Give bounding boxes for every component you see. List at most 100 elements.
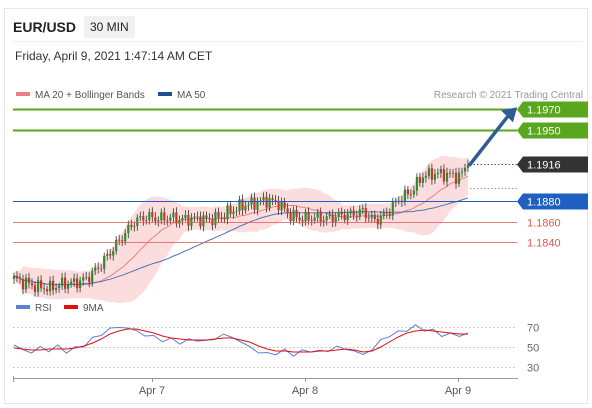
candle (52, 275, 55, 296)
timeframe-badge[interactable]: 30 MIN (84, 16, 135, 38)
candle (46, 285, 49, 296)
candle-body (238, 199, 241, 211)
candle-body (187, 215, 190, 226)
candle (24, 274, 28, 293)
candle (439, 165, 442, 178)
candle (364, 203, 367, 223)
candle (373, 210, 376, 223)
level-tag (517, 122, 588, 139)
candle (445, 167, 449, 187)
candle-body (202, 215, 205, 227)
rsi-ma-line (13, 328, 468, 353)
candle (301, 215, 304, 227)
candle-body (160, 212, 163, 221)
candle-body (289, 213, 292, 221)
rsi-tick-label: 30 (527, 363, 539, 375)
rsi-line (13, 324, 469, 357)
candle-body (130, 224, 133, 227)
candle (100, 264, 103, 272)
candle-body (43, 288, 46, 290)
candle-body (121, 240, 124, 242)
candle (151, 207, 154, 222)
candle (325, 212, 328, 226)
candle-body (157, 220, 160, 222)
candle (451, 169, 455, 178)
x-tick-label: Apr 9 (445, 385, 471, 397)
candle (271, 194, 274, 206)
ma50-legend-label: MA 50 (177, 90, 206, 101)
candle-body (70, 281, 73, 285)
candle-body (388, 213, 391, 216)
candle-body (379, 215, 382, 225)
candle-body (61, 277, 64, 286)
candle (442, 164, 445, 185)
candle-body (403, 189, 406, 202)
candle-body (409, 194, 412, 196)
candle (322, 215, 325, 227)
candle-body (268, 198, 271, 208)
candle-body (67, 284, 70, 289)
candle (157, 216, 160, 227)
candle-body (199, 216, 202, 227)
candle (139, 211, 142, 222)
candle-body (181, 218, 184, 221)
candle (109, 249, 112, 260)
candle (415, 173, 418, 196)
candle-body (24, 277, 28, 290)
candle-body (109, 254, 112, 256)
candle-body (100, 268, 103, 270)
candle (298, 212, 301, 224)
candle (18, 273, 22, 284)
candle (61, 272, 64, 290)
candle-body (58, 285, 61, 288)
candle (466, 159, 470, 172)
candle (256, 197, 259, 216)
candle-body (418, 177, 421, 183)
candle (433, 169, 436, 184)
candle-body (466, 164, 470, 168)
candle-body (30, 283, 34, 286)
candle-body (439, 169, 442, 173)
candle-body (253, 197, 256, 210)
candle (409, 189, 412, 200)
candle (460, 167, 464, 178)
level-tag-label: 1.1916 (527, 160, 561, 172)
candle (412, 185, 415, 198)
candle (454, 167, 458, 189)
candle (340, 207, 343, 220)
candle-body (322, 220, 325, 223)
candle (196, 211, 199, 222)
candle-body (295, 210, 298, 218)
candle (184, 210, 187, 222)
candle-body (211, 218, 214, 226)
candle (217, 207, 220, 223)
candle-body (88, 277, 91, 283)
candle-body (12, 275, 16, 279)
candle-body (178, 220, 181, 224)
candle-body (319, 212, 322, 223)
candle-body (271, 198, 274, 200)
candle (418, 172, 421, 187)
candle (220, 212, 223, 223)
ma20-legend-label: MA 20 + Bollinger Bands (35, 90, 145, 101)
candle-body (169, 217, 172, 221)
candle-body (241, 199, 244, 211)
candle-body (445, 172, 449, 182)
candle-body (331, 214, 334, 223)
candle-body (313, 217, 316, 221)
candle-body (196, 216, 199, 218)
candle-body (373, 214, 376, 219)
candle-body (118, 239, 121, 241)
pair-title: EUR/USD (13, 19, 77, 35)
candle (97, 262, 100, 274)
candle-body (27, 277, 31, 284)
candle-body (316, 212, 319, 218)
candle (424, 171, 427, 183)
candle-body (18, 278, 22, 280)
ma9-legend-label: 9MA (83, 303, 104, 314)
candle-body (406, 189, 409, 195)
candle (166, 215, 169, 226)
candle-body (415, 177, 418, 191)
candle (238, 195, 241, 215)
